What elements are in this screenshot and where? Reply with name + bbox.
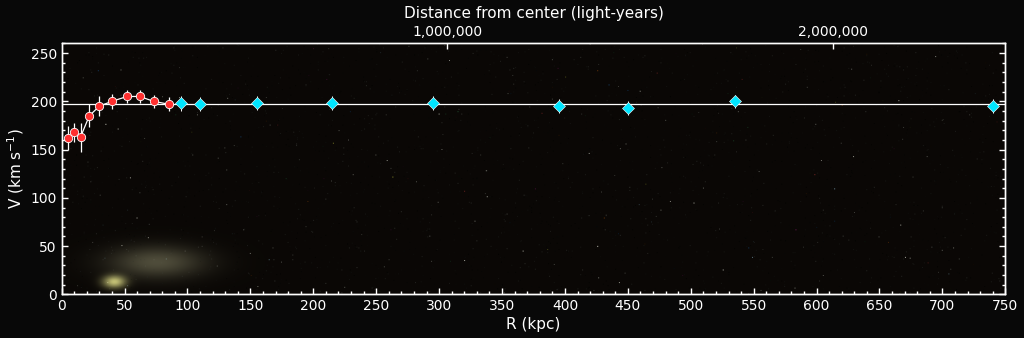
X-axis label: Distance from center (light-years): Distance from center (light-years): [403, 5, 664, 21]
X-axis label: R (kpc): R (kpc): [506, 317, 561, 333]
Y-axis label: V (km s$^{-1}$): V (km s$^{-1}$): [5, 128, 27, 209]
